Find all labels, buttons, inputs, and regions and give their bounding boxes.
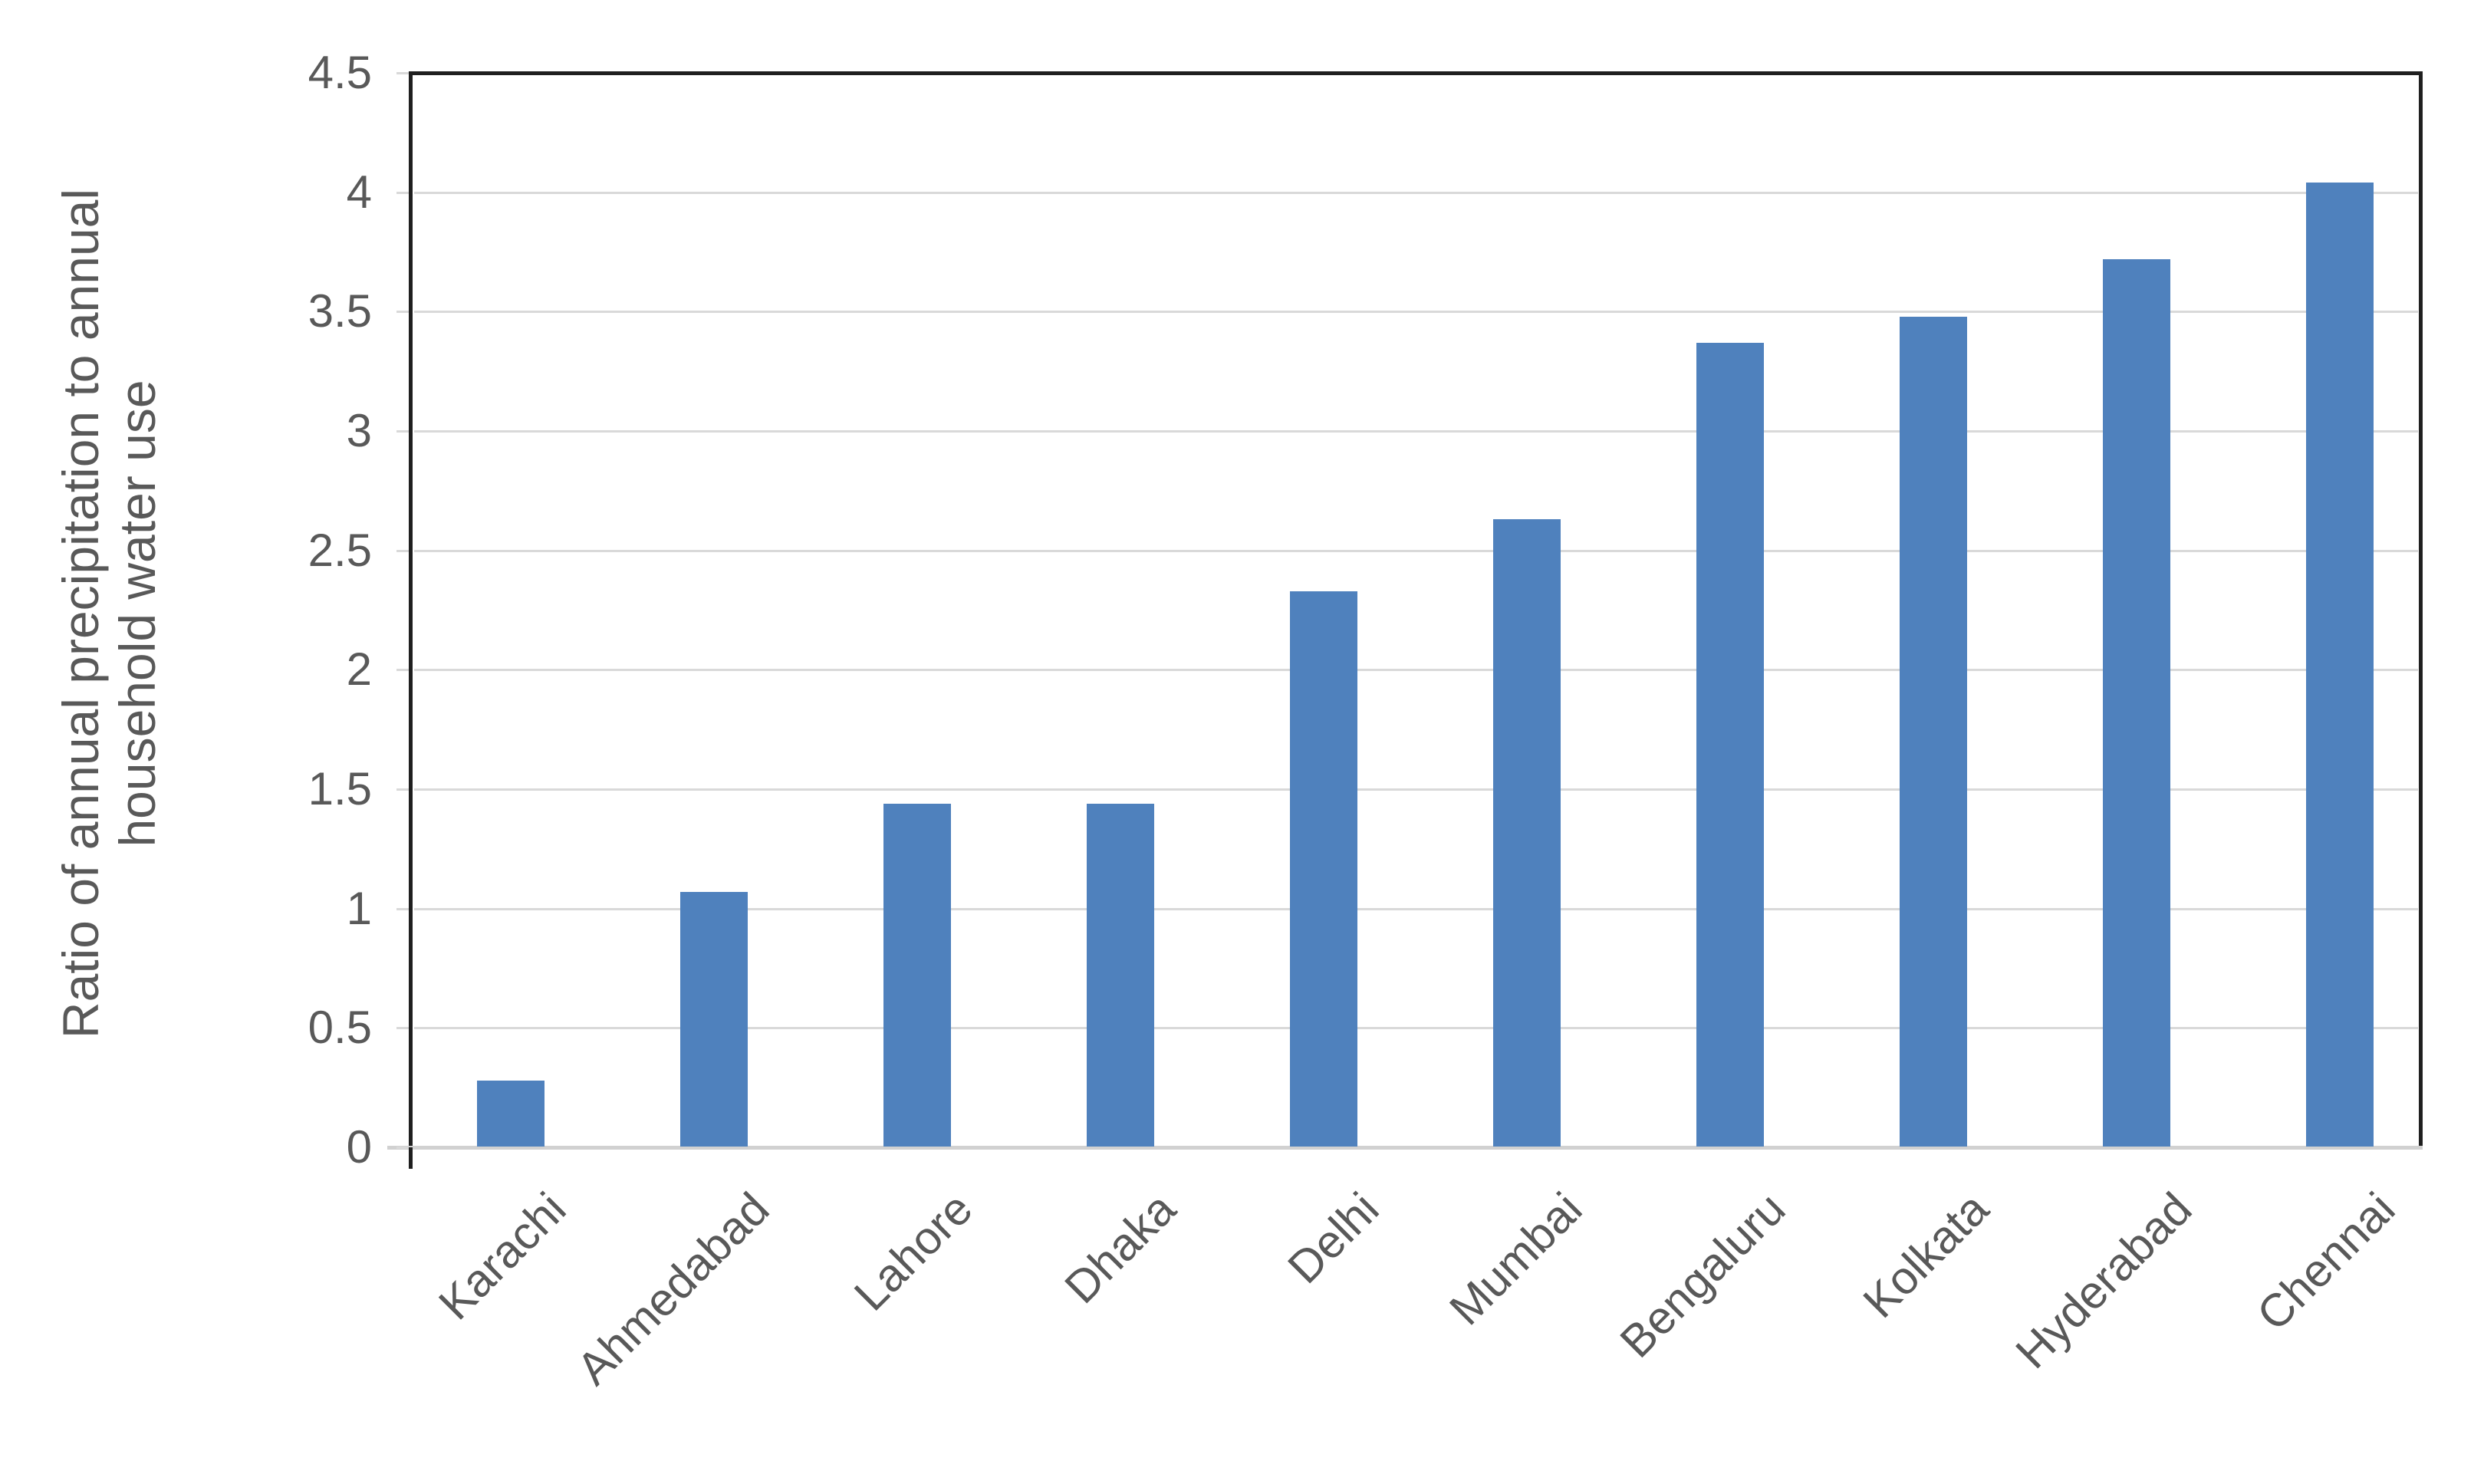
bar-bengaluru <box>1696 342 1764 1147</box>
y-axis-tickmark-1 <box>396 907 409 910</box>
y-axis-tick-label-0.5: 0.5 <box>308 1002 372 1054</box>
plot-area <box>409 71 2423 1147</box>
y-axis-tick-label-4.5: 4.5 <box>308 47 372 98</box>
bar-delhi <box>1290 591 1357 1147</box>
x-axis-label-chennai: Chennai <box>2247 1183 2405 1341</box>
y-axis-title: Ratio of annual precipitation to annual … <box>52 38 166 1189</box>
x-axis-line <box>387 1146 2423 1150</box>
y-axis-tickmark-0.5 <box>396 1027 409 1030</box>
y-axis-tickmark-4 <box>396 191 409 194</box>
y-axis-tickmark-0 <box>396 1147 409 1149</box>
y-axis-tick-label-2: 2 <box>346 643 372 696</box>
y-axis-tickmark-3 <box>396 430 409 433</box>
y-axis-title-line2: household water use <box>109 380 166 847</box>
gridline-2 <box>414 669 2418 672</box>
y-axis-tickmark-2.5 <box>396 549 409 552</box>
y-axis-tickmark-1.5 <box>396 788 409 791</box>
y-axis-tick-label-1: 1 <box>346 882 372 934</box>
y-axis-tick-label-4: 4 <box>346 166 372 218</box>
y-axis-tick-label-3: 3 <box>346 405 372 456</box>
y-axis-tick-label-2.5: 2.5 <box>308 524 372 576</box>
y-axis-tick-label-1.5: 1.5 <box>308 763 372 814</box>
bar-kolkata <box>1900 316 1967 1147</box>
y-axis-tickmark-3.5 <box>396 311 409 314</box>
y-axis-tickmark-4.5 <box>396 72 409 74</box>
bar-hyderabad <box>2103 258 2170 1147</box>
bar-lahore <box>883 803 951 1147</box>
bar-ahmedabad <box>680 891 748 1147</box>
y-axis-title-line1: Ratio of annual precipitation to annual <box>52 188 110 1039</box>
gridline-1 <box>414 907 2418 910</box>
gridline-1.5 <box>414 788 2418 791</box>
y-axis-tick-label-3.5: 3.5 <box>308 285 372 337</box>
y-axis-tick-label-0: 0 <box>346 1121 372 1173</box>
y-axis-tickmark-2 <box>396 669 409 672</box>
bar-karachi <box>477 1080 545 1147</box>
gridline-0.5 <box>414 1027 2418 1030</box>
bar-dhaka <box>1087 803 1154 1147</box>
gridline-4 <box>414 191 2418 194</box>
x-axis-zero-tick <box>409 1147 413 1169</box>
gridline-3 <box>414 430 2418 433</box>
gridline-2.5 <box>414 549 2418 552</box>
bar-chennai <box>2306 183 2374 1147</box>
bar-mumbai <box>1493 519 1561 1147</box>
gridline-3.5 <box>414 311 2418 314</box>
